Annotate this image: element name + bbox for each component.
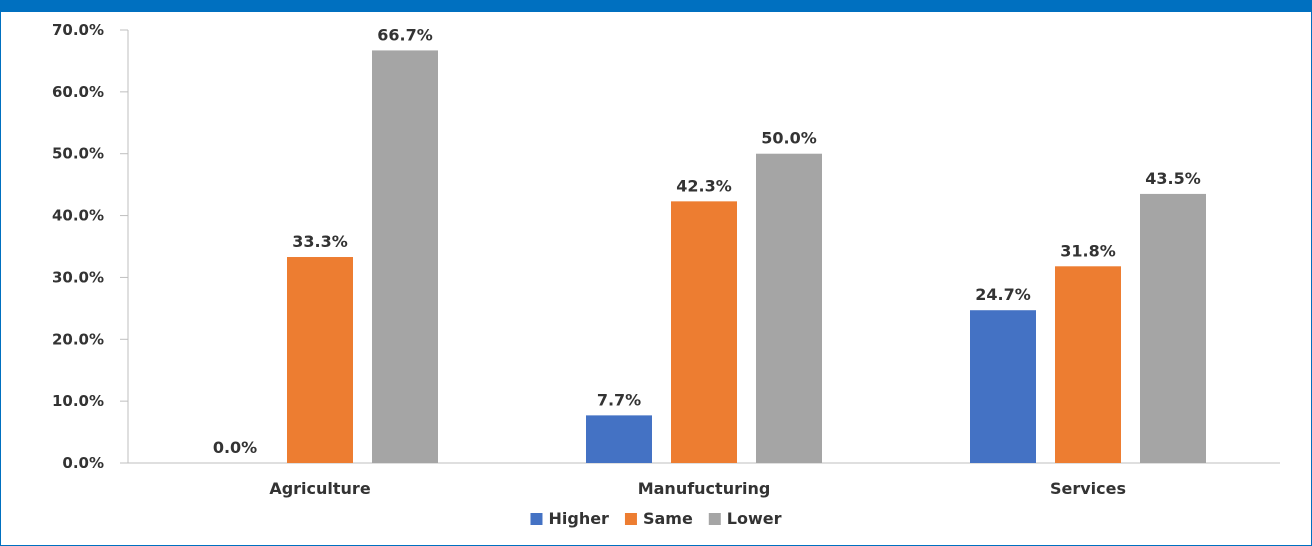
- y-tick-label: 40.0%: [52, 207, 104, 225]
- y-tick-label: 0.0%: [62, 454, 104, 472]
- y-tick-label: 50.0%: [52, 145, 104, 163]
- legend-label-lower: Lower: [727, 509, 782, 528]
- x-category-label: Agriculture: [269, 479, 371, 498]
- bar-higher: [970, 310, 1036, 463]
- data-label: 0.0%: [213, 438, 257, 457]
- chart-bars: 0.0% 33.3% 66.7% 7.7% 42.3% 50.0% 24.7% 31.8% 43…: [213, 25, 1206, 464]
- y-tick-label: 60.0%: [52, 83, 104, 101]
- data-label: 66.7%: [377, 25, 433, 44]
- chart-axes: 0.0% 10.0% 20.0% 30.0% 40.0% 50.0% 60.0% 70.0% A…: [52, 21, 1280, 498]
- y-tick-label: 70.0%: [52, 21, 104, 39]
- chart-legend: Higher Same Lower: [530, 509, 782, 528]
- x-category-label: Services: [1050, 479, 1126, 498]
- legend-swatch-lower: [708, 513, 721, 525]
- data-label: 42.3%: [676, 176, 732, 195]
- y-tick-label: 10.0%: [52, 392, 104, 410]
- top-accent-bar: [0, 0, 1312, 12]
- x-category-label: Manufucturing: [638, 479, 771, 498]
- bar-same: [287, 257, 353, 463]
- data-label: 31.8%: [1060, 241, 1116, 260]
- data-label: 7.7%: [597, 390, 641, 409]
- bar-lower: [756, 153, 822, 463]
- legend-label-same: Same: [643, 509, 693, 528]
- y-tick-label: 30.0%: [52, 268, 104, 286]
- bar-same: [1055, 266, 1121, 463]
- legend-swatch-same: [624, 513, 637, 525]
- data-label: 50.0%: [761, 129, 817, 148]
- y-tick-label: 20.0%: [52, 330, 104, 348]
- data-label: 33.3%: [292, 232, 348, 251]
- legend-swatch-higher: [530, 513, 543, 525]
- data-label: 43.5%: [1145, 169, 1201, 188]
- bar-lower: [372, 50, 438, 464]
- bar-higher: [586, 415, 652, 463]
- data-label: 24.7%: [975, 285, 1031, 304]
- bar-lower: [1140, 193, 1206, 463]
- legend-label-higher: Higher: [548, 509, 609, 528]
- bar-same: [671, 201, 737, 463]
